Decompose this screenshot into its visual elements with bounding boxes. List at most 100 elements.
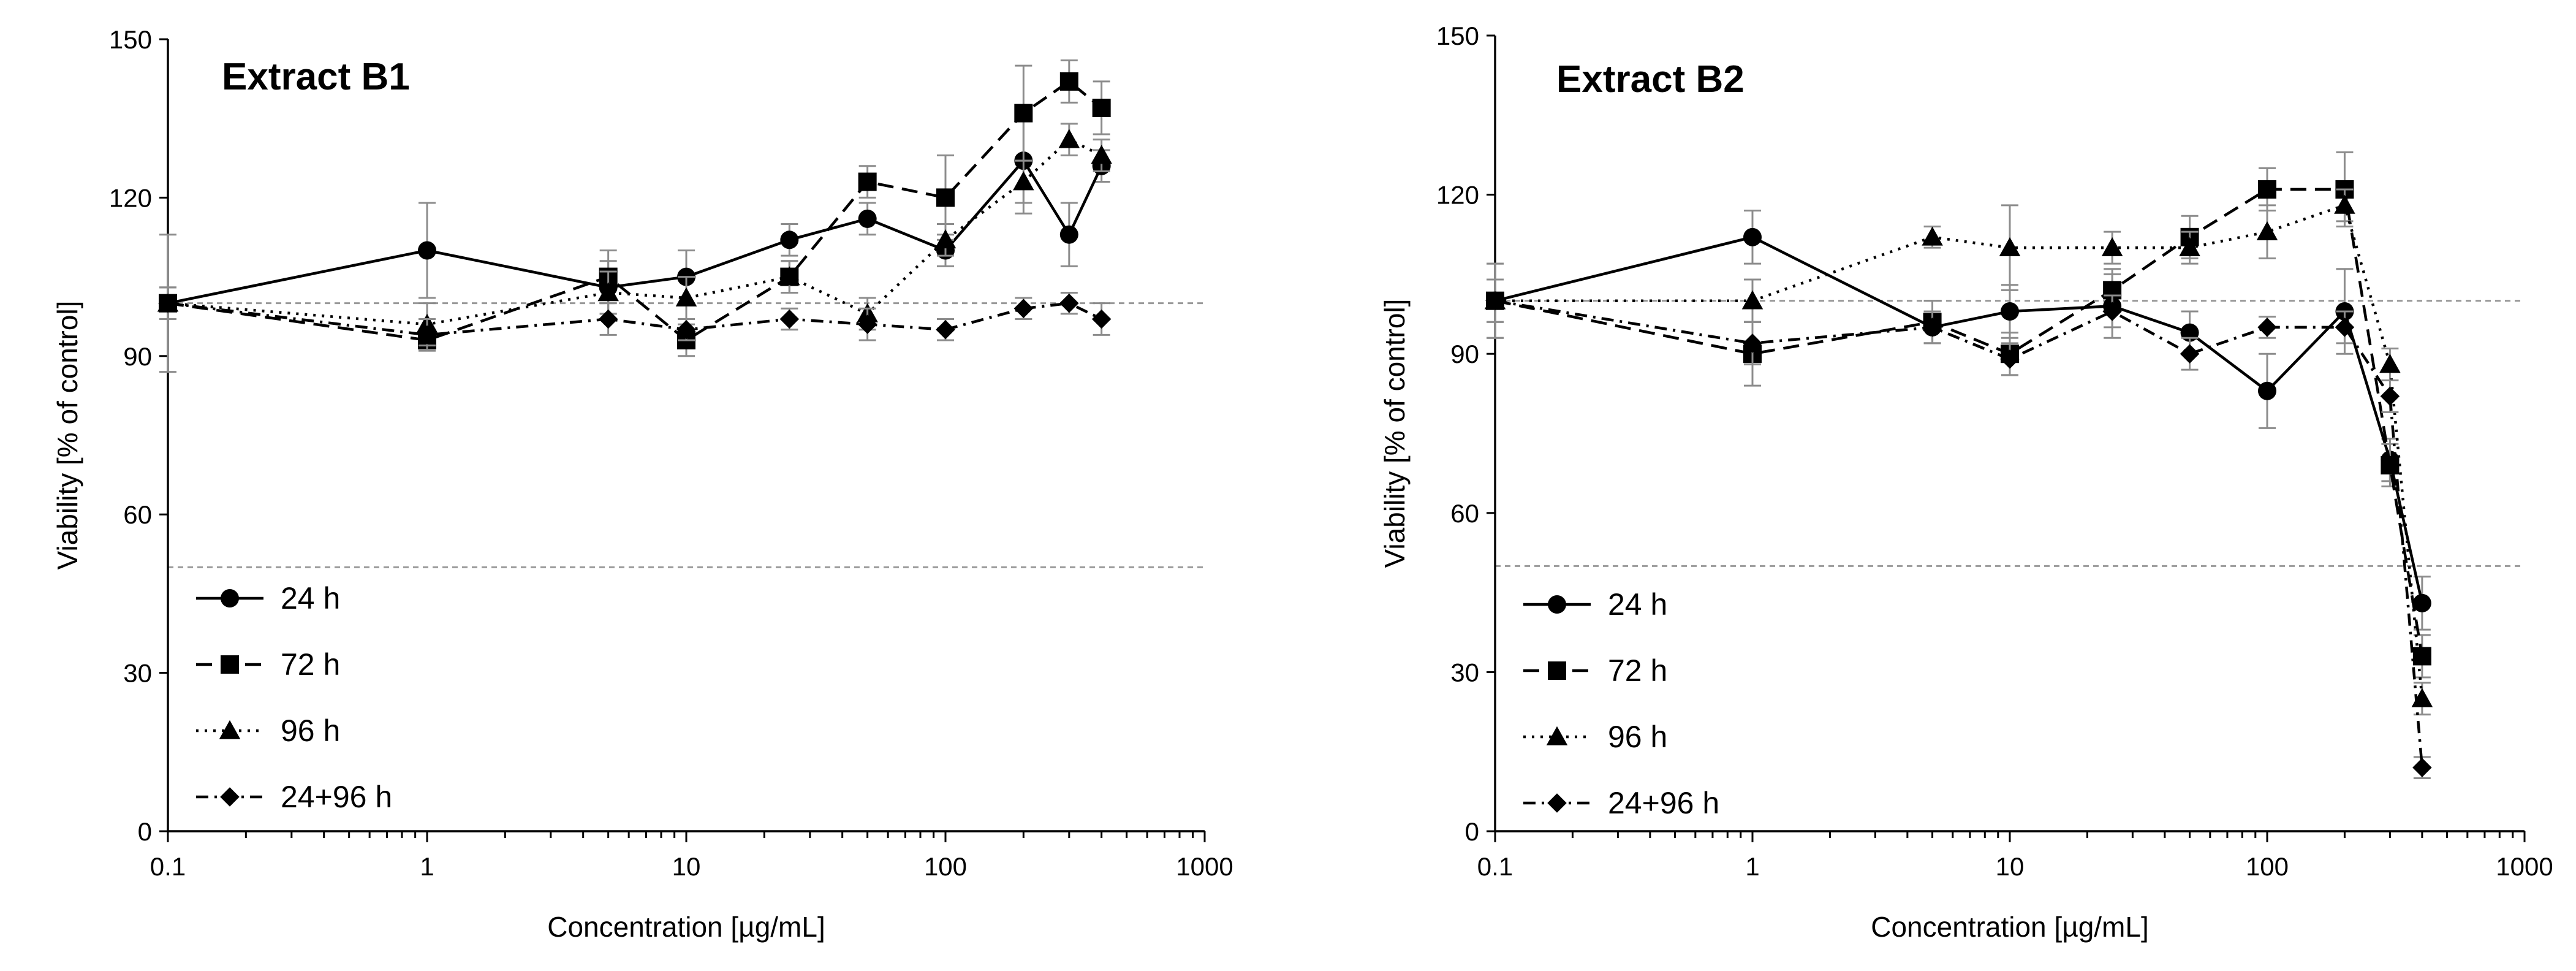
data-point xyxy=(1059,225,1078,244)
data-point xyxy=(858,172,877,191)
data-point xyxy=(2257,318,2277,337)
data-point xyxy=(779,266,800,286)
data-point xyxy=(598,309,618,329)
legend-marker xyxy=(221,655,239,674)
data-point xyxy=(1485,291,1505,311)
data-point xyxy=(2001,302,2019,321)
legend-label: 72 h xyxy=(281,647,340,682)
data-point xyxy=(1091,145,1112,164)
data-point xyxy=(857,314,877,334)
data-point xyxy=(418,241,436,260)
y-tick-label: 90 xyxy=(123,342,152,371)
series-line xyxy=(167,302,1102,337)
y-tick-label: 150 xyxy=(109,25,152,54)
panel-title: Extract B1 xyxy=(222,56,410,98)
data-point xyxy=(2412,647,2431,666)
data-point xyxy=(1013,299,1034,319)
legend-label: 24+96 h xyxy=(1608,786,1719,820)
data-point xyxy=(1059,72,1078,91)
y-tick-label: 30 xyxy=(1450,658,1479,687)
panel-title: Extract B2 xyxy=(1556,58,1744,101)
data-point xyxy=(2335,318,2355,337)
data-point xyxy=(780,230,799,249)
data-point xyxy=(1741,290,1763,310)
data-point xyxy=(2258,381,2276,400)
y-tick-label: 60 xyxy=(123,500,152,529)
data-point xyxy=(2256,221,2278,240)
series-line xyxy=(1494,299,2424,768)
data-point xyxy=(1058,129,1080,148)
x-tick-label: 1 xyxy=(420,852,434,881)
series-24-h xyxy=(159,107,1111,373)
y-tick-label: 150 xyxy=(1436,21,1479,50)
legend-item: 24+96 h xyxy=(196,780,392,814)
series-96-h xyxy=(157,123,1112,347)
data-point xyxy=(936,319,955,340)
data-point xyxy=(2380,386,2400,406)
x-axis-title: Concentration [µg/mL] xyxy=(1871,911,2149,943)
x-axis-title: Concentration [µg/mL] xyxy=(547,911,825,943)
x-tick-label: 0.1 xyxy=(1477,852,1513,881)
series-line xyxy=(167,158,1103,305)
y-tick-label: 30 xyxy=(123,659,152,688)
data-point xyxy=(936,188,955,207)
series-line xyxy=(1495,204,2424,699)
data-point xyxy=(858,209,877,228)
legend-item: 24+96 h xyxy=(1523,786,1719,820)
data-point xyxy=(2258,180,2276,199)
data-point xyxy=(2179,237,2200,256)
y-tick-label: 90 xyxy=(1450,340,1479,368)
data-point xyxy=(676,319,696,340)
data-point xyxy=(2102,302,2122,321)
series-line xyxy=(1494,235,2424,604)
legend-marker xyxy=(1546,726,1568,745)
data-point xyxy=(1743,333,1762,353)
legend-marker xyxy=(221,589,239,607)
legend-item: 24 h xyxy=(196,581,340,615)
legend-item: 24 h xyxy=(1523,587,1667,622)
legend-item: 72 h xyxy=(196,647,340,682)
data-point xyxy=(1013,171,1034,191)
series-24-96-h xyxy=(158,286,1112,352)
data-point xyxy=(2379,354,2401,373)
x-tick-label: 100 xyxy=(924,852,967,881)
x-tick-label: 1000 xyxy=(1176,852,1233,881)
data-point xyxy=(1059,293,1079,313)
data-point xyxy=(1091,309,1112,329)
legend-item: 96 h xyxy=(1523,720,1667,754)
x-tick-label: 1000 xyxy=(2496,852,2553,881)
y-tick-label: 60 xyxy=(1450,499,1479,528)
series-line xyxy=(167,138,1102,326)
y-tick-label: 120 xyxy=(1436,181,1479,210)
x-tick-label: 10 xyxy=(1996,852,2025,881)
data-point xyxy=(2334,194,2355,214)
data-point xyxy=(1999,237,2021,256)
legend-marker xyxy=(1548,661,1566,680)
data-point xyxy=(2412,593,2431,612)
data-point xyxy=(779,309,800,329)
data-point xyxy=(597,282,619,302)
data-point xyxy=(1922,318,1942,337)
data-point xyxy=(1922,226,1943,246)
legend-label: 24 h xyxy=(281,581,340,615)
series-line xyxy=(167,80,1103,342)
data-point xyxy=(2000,349,2020,369)
legend-label: 72 h xyxy=(1608,653,1667,688)
data-point xyxy=(675,287,697,307)
legend-label: 96 h xyxy=(281,714,340,748)
data-point xyxy=(1092,98,1111,117)
series-72-h xyxy=(159,59,1111,357)
x-tick-label: 10 xyxy=(672,852,701,881)
data-point xyxy=(158,293,178,313)
legend-label: 24 h xyxy=(1608,587,1667,622)
y-axis-title: Viability [% of control] xyxy=(1379,299,1411,568)
legend-marker xyxy=(219,720,241,739)
x-tick-label: 0.1 xyxy=(150,852,186,881)
data-point xyxy=(1014,104,1033,123)
x-tick-label: 100 xyxy=(2246,852,2289,881)
legend-label: 24+96 h xyxy=(281,780,392,814)
legend-marker xyxy=(1548,595,1566,614)
legend-label: 96 h xyxy=(1608,720,1667,754)
data-point xyxy=(1743,227,1762,246)
